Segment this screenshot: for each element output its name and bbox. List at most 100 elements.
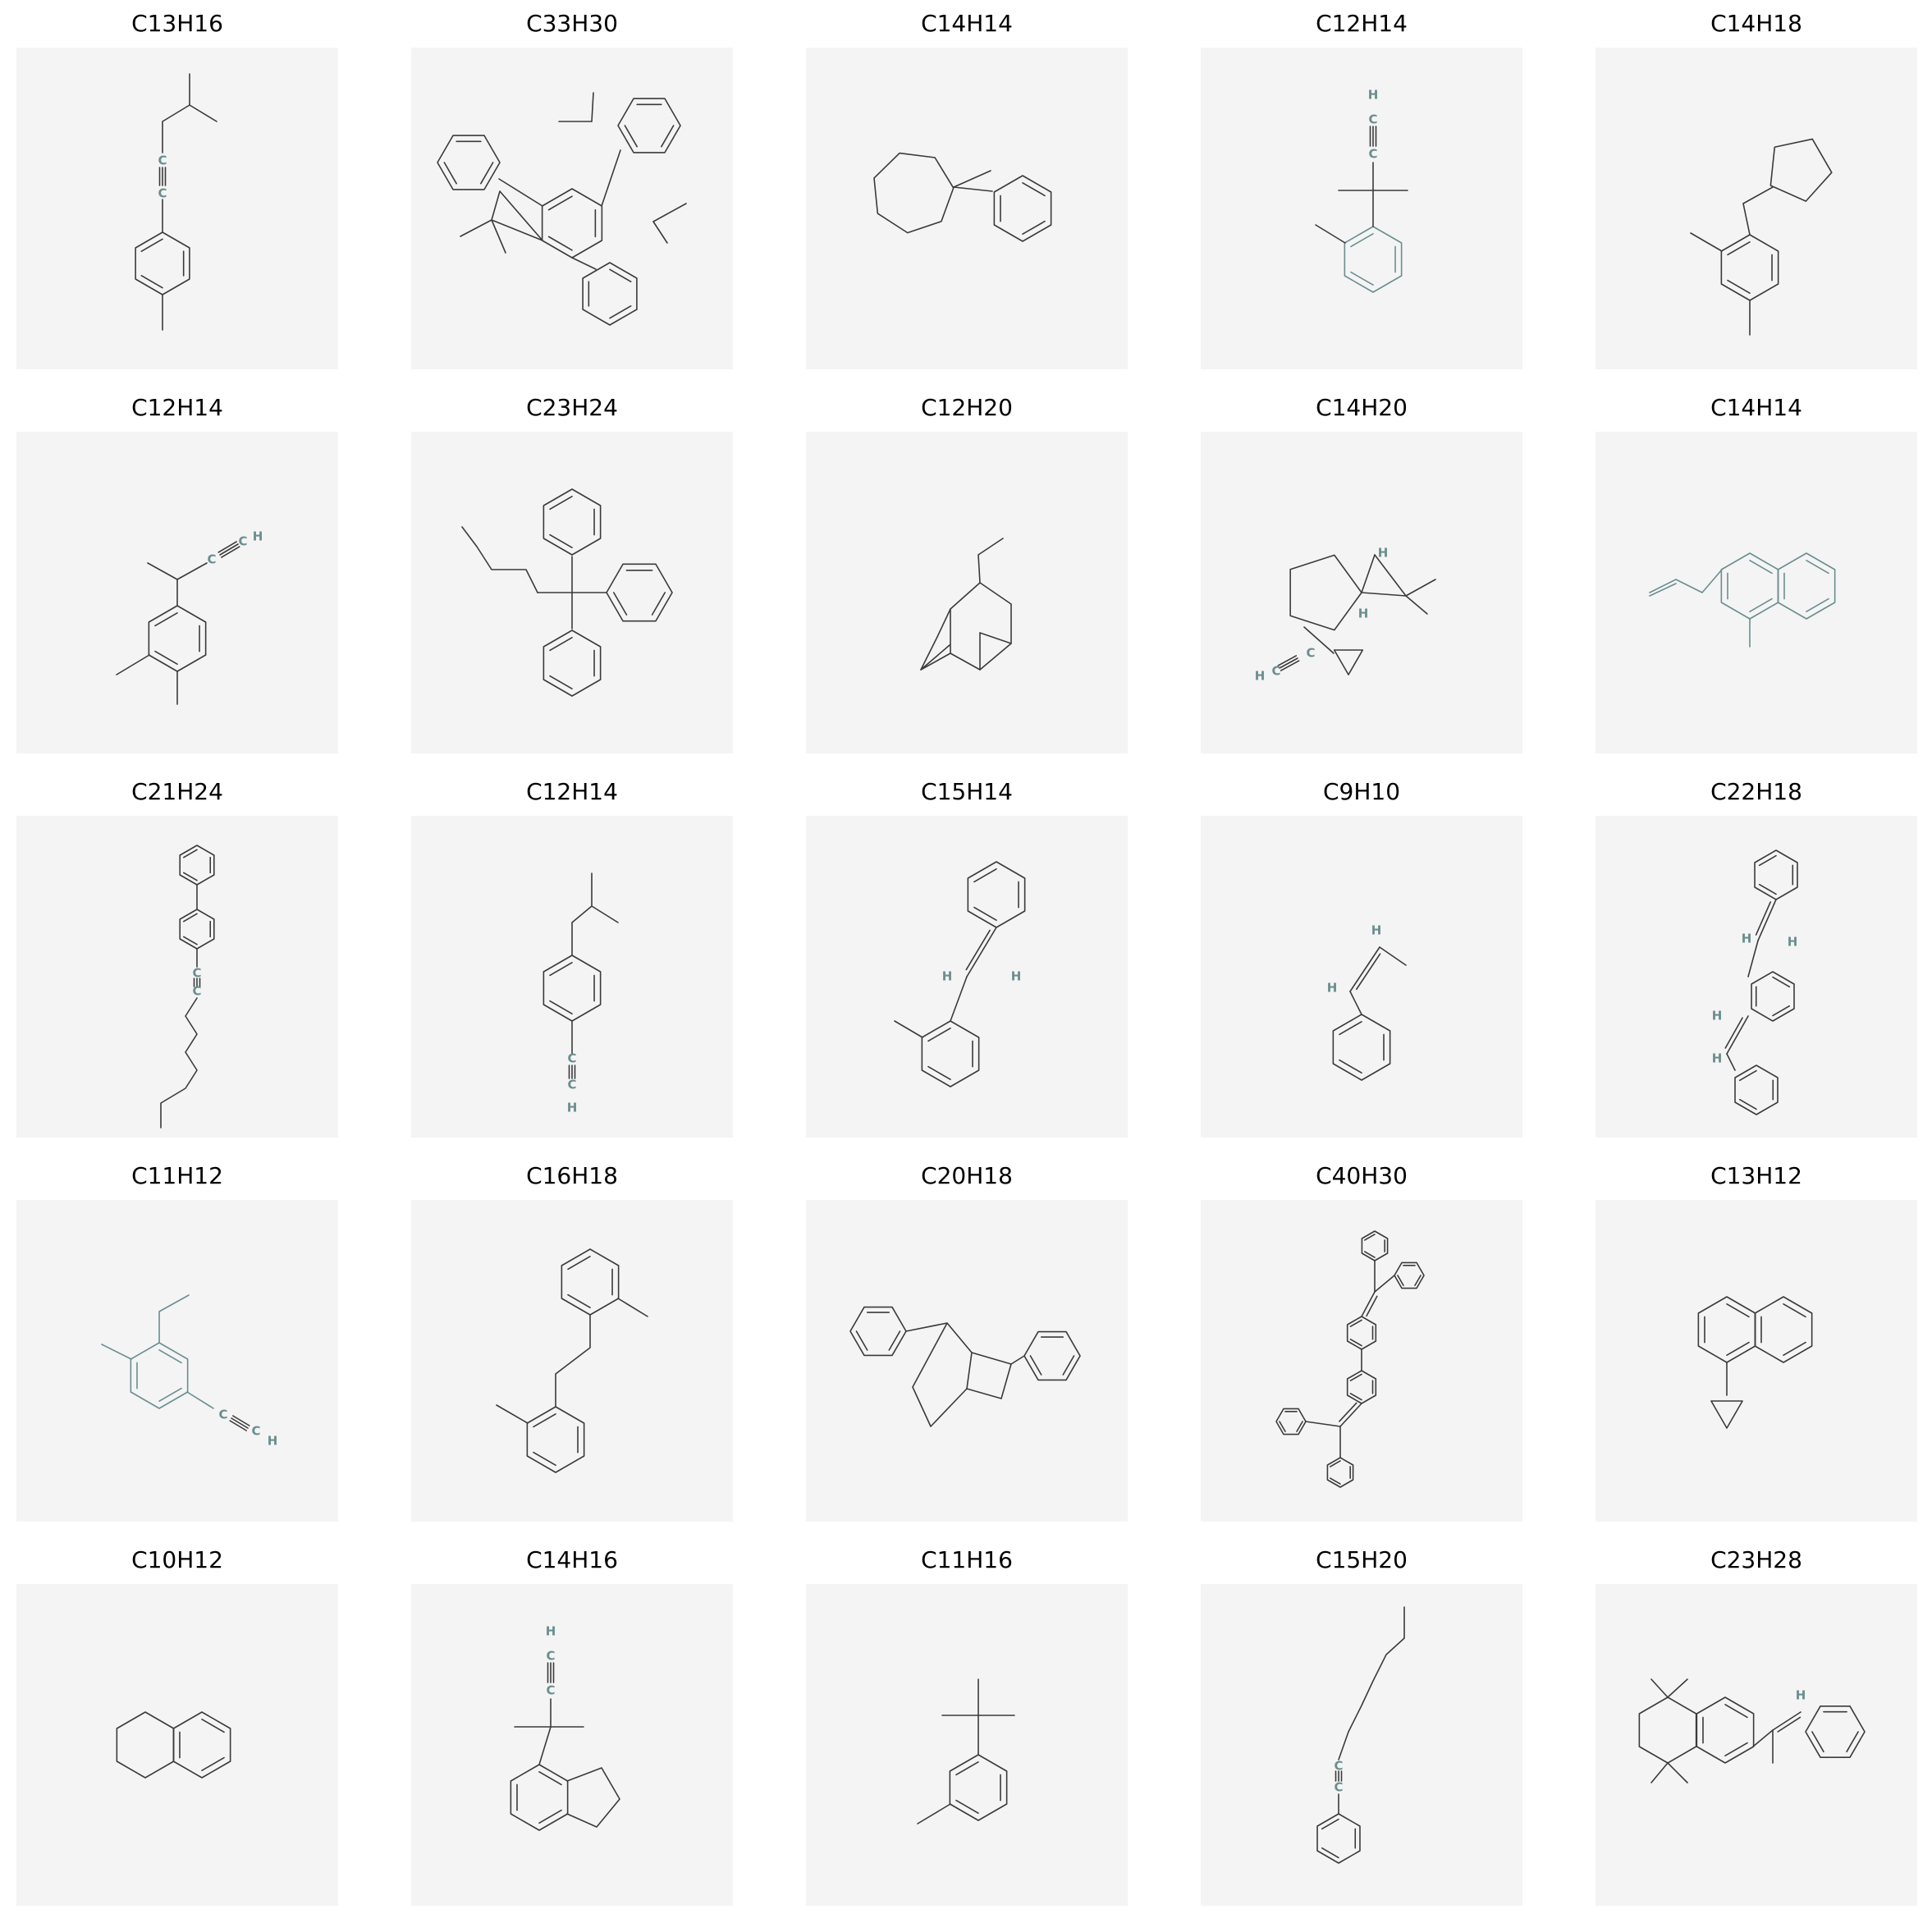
structure-diagram <box>461 488 673 697</box>
atom-label: H <box>942 969 953 984</box>
structure-diagram: CC <box>135 73 217 331</box>
molecule-formula: C20H18 <box>921 1162 1013 1189</box>
atom-label: H <box>1796 1688 1806 1703</box>
molecule-formula: C13H16 <box>131 10 223 37</box>
molecule-formula: C14H16 <box>526 1546 618 1573</box>
molecule-formula: C12H14 <box>1316 10 1408 37</box>
structure-diagram <box>437 92 687 326</box>
structure-diagram: CCH <box>101 1294 277 1449</box>
molecule-formula: C12H14 <box>131 394 223 421</box>
structure-bonds <box>1690 138 1833 336</box>
atom-label: C <box>251 1424 260 1439</box>
structure-diagram: HH <box>1327 923 1407 1081</box>
structure-panel <box>16 1584 338 1906</box>
molecule-formula: C11H12 <box>131 1162 223 1189</box>
structure-bonds: CC <box>1316 1606 1405 1864</box>
structure-bonds: CCH <box>510 1624 620 1831</box>
structure-bonds <box>461 488 673 697</box>
molecule-formula: C15H14 <box>921 778 1013 805</box>
atom-label: H <box>1371 923 1382 938</box>
atom-label: H <box>1378 546 1389 561</box>
structure-panel <box>806 432 1128 753</box>
atom-label: H <box>1011 969 1022 984</box>
atom-label: C <box>218 1408 227 1422</box>
structure-diagram: CCH <box>1315 88 1408 293</box>
structure-bonds <box>920 538 1012 671</box>
structure-diagram <box>1649 552 1836 648</box>
atom-label: H <box>1327 981 1338 996</box>
structure-diagram: CC <box>1316 1606 1405 1864</box>
molecule-formula: C22H18 <box>1710 778 1802 805</box>
structure-bonds <box>1649 552 1836 648</box>
structure-bonds: HH <box>1327 923 1407 1081</box>
atom-label: C <box>158 153 167 168</box>
structure-diagram: CCH <box>543 872 619 1115</box>
atom-label: C <box>192 966 201 981</box>
atom-label: C <box>567 1078 576 1092</box>
atom-label: H <box>253 529 263 544</box>
atom-label: C <box>158 186 167 201</box>
atom-label: C <box>1368 112 1377 127</box>
atom-label: H <box>1358 607 1369 621</box>
structure-bonds: CC <box>135 73 217 331</box>
structure-diagram <box>1275 1230 1425 1488</box>
structure-diagram <box>1690 138 1833 336</box>
molecule-formula: C12H14 <box>526 778 618 805</box>
structure-panel: H <box>1596 1584 1917 1906</box>
atom-label: C <box>207 552 216 567</box>
structure-diagram <box>1697 1296 1813 1429</box>
structure-panel <box>1596 432 1917 753</box>
molecule-formula: C21H24 <box>131 778 223 805</box>
structure-diagram <box>917 1678 1015 1825</box>
atom-label: C <box>567 1051 576 1066</box>
atom-label: H <box>1712 1009 1723 1023</box>
atom-label: H <box>1788 935 1798 950</box>
atom-label: C <box>1334 1759 1343 1774</box>
structure-bonds: H H H H <box>1712 849 1798 1115</box>
molecule-formula: C33H30 <box>526 10 618 37</box>
structure-panel <box>1201 1200 1522 1522</box>
structure-panel <box>1596 1200 1917 1522</box>
structure-bonds: CCH <box>1315 88 1408 293</box>
structure-bonds <box>116 1711 231 1779</box>
structure-panel <box>806 48 1128 369</box>
atom-label: H <box>1368 88 1379 103</box>
structure-bonds: H <box>1638 1678 1866 1783</box>
molecule-formula: C16H18 <box>526 1162 618 1189</box>
structure-bonds <box>873 152 1052 242</box>
structure-diagram: CCH <box>510 1624 620 1831</box>
atom-label: C <box>546 1683 555 1698</box>
molecule-formula: C23H24 <box>526 394 618 421</box>
atom-label: H <box>1255 669 1266 684</box>
molecule-formula: C12H20 <box>921 394 1013 421</box>
structure-panel <box>806 1200 1128 1522</box>
structure-diagram: H H H H <box>1712 849 1798 1115</box>
structure-diagram <box>496 1248 648 1473</box>
molecule-formula: C14H14 <box>1710 394 1802 421</box>
atom-label: H <box>546 1624 556 1639</box>
molecule-formula: C14H20 <box>1316 394 1408 421</box>
structure-diagram <box>116 1711 231 1779</box>
structure-panel <box>411 48 733 369</box>
structure-bonds <box>496 1248 648 1473</box>
structure-diagram <box>849 1306 1081 1427</box>
structure-panel: H H H H <box>1596 816 1917 1138</box>
atom-label: C <box>1334 1780 1343 1795</box>
structure-diagram <box>920 538 1012 671</box>
molecule-formula: C9H10 <box>1322 778 1401 805</box>
molecule-formula: C14H18 <box>1710 10 1802 37</box>
